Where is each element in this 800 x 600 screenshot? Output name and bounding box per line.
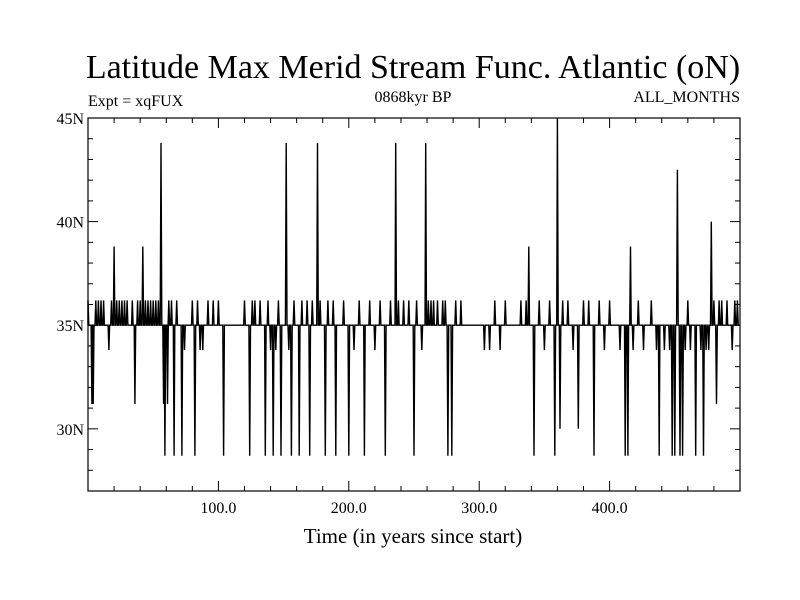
x-tick-label: 100.0: [200, 500, 236, 517]
x-tick-labels: 100.0 200.0 300.0 400.0: [200, 500, 627, 517]
plot-area: [87, 117, 741, 492]
y-tick-label: 40N: [56, 215, 84, 232]
plot-frame: [87, 117, 741, 492]
chart-title: Latitude Max Merid Stream Func. Atlantic…: [86, 49, 740, 86]
y-tick-label: 35N: [56, 318, 84, 335]
series-line: [87, 117, 740, 456]
x-tick-label: 400.0: [592, 500, 628, 517]
subtitle-left: Expt = xqFUX: [88, 93, 184, 110]
subtitle-right: ALL_MONTHS: [633, 89, 740, 106]
x-tick-label: 300.0: [461, 500, 497, 517]
y-tick-labels: 30N 35N 40N 45N: [56, 111, 84, 439]
y-tick-label: 45N: [56, 111, 84, 128]
subtitle-center: 0868kyr BP: [375, 89, 452, 106]
axis-ticks: [88, 118, 740, 491]
x-axis-label: Time (in years since start): [304, 524, 523, 548]
x-tick-label: 200.0: [331, 500, 367, 517]
y-tick-label: 30N: [56, 422, 84, 439]
